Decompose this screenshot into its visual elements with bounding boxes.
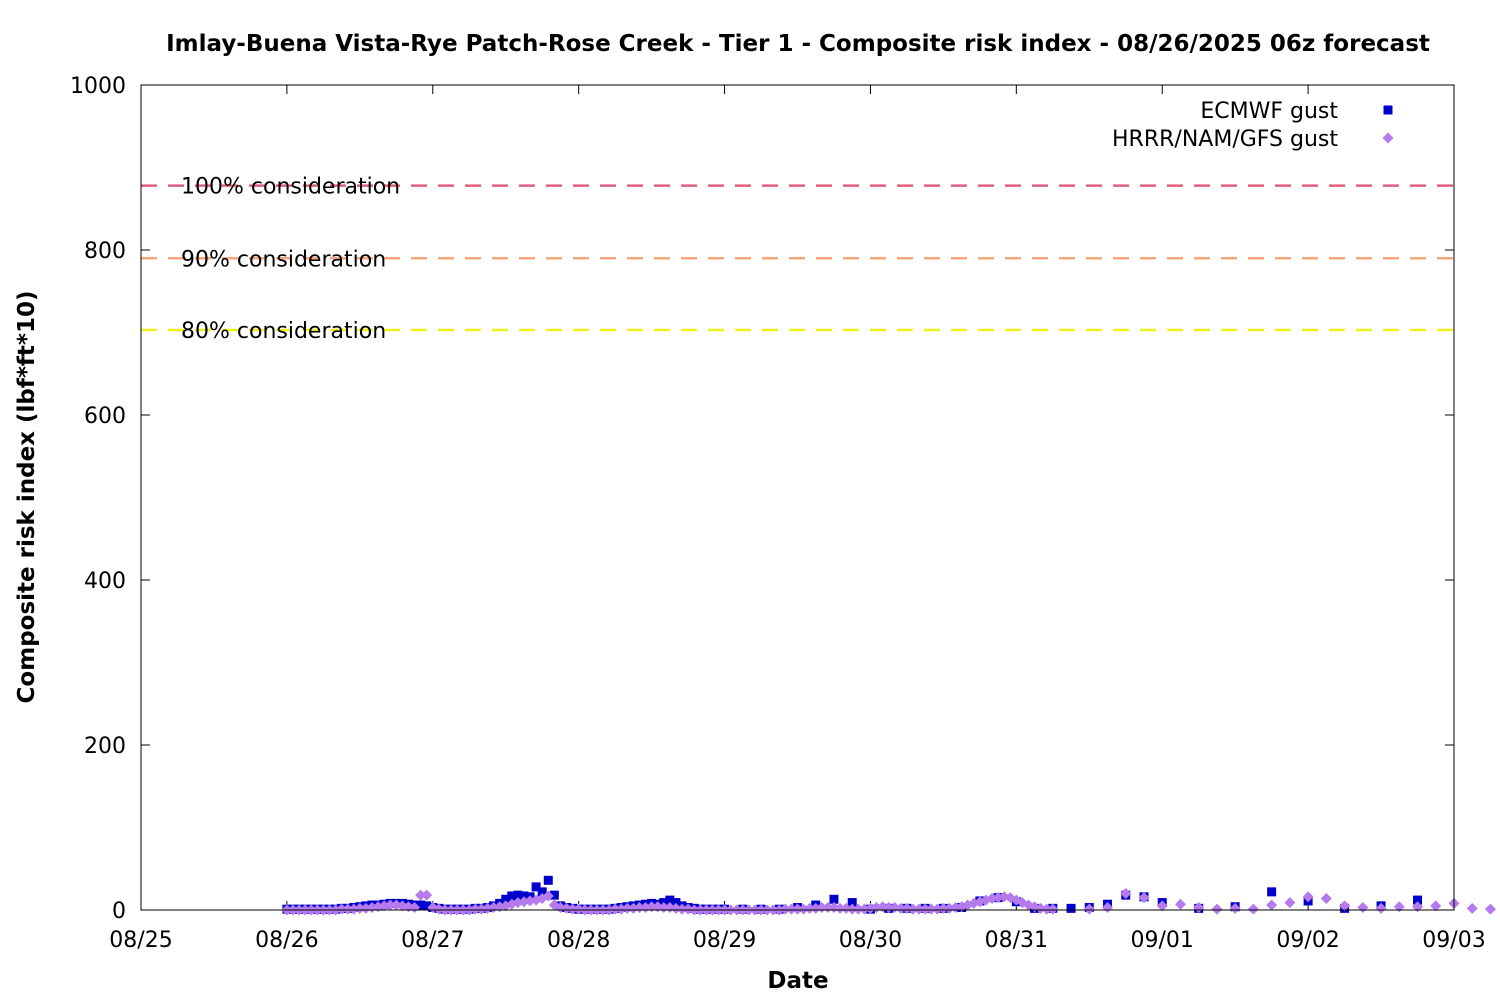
data-point (792, 903, 803, 915)
data-point (919, 903, 931, 915)
data-point (779, 903, 791, 915)
x-tick-label: 08/27 (401, 928, 464, 953)
data-point (1156, 900, 1168, 912)
data-point (907, 903, 919, 915)
data-point (1466, 902, 1478, 914)
y-tick-label: 200 (84, 734, 126, 759)
data-point (1267, 887, 1277, 897)
data-point (1120, 888, 1132, 899)
data-point (384, 899, 396, 911)
data-point (665, 895, 675, 905)
data-point (354, 902, 366, 914)
data-point (507, 891, 517, 901)
data-point (646, 901, 658, 913)
reference-line-label: 80% consideration (181, 319, 386, 344)
x-axis-label: Date (767, 968, 828, 994)
data-point (1047, 903, 1059, 915)
data-point (785, 903, 797, 915)
data-point (937, 902, 949, 914)
data-point (925, 903, 937, 915)
legend-label: HRRR/NAM/GFS gust (1112, 127, 1338, 152)
y-tick-label: 800 (84, 239, 126, 264)
data-point (1339, 900, 1351, 912)
data-point (1229, 902, 1241, 914)
plot-frame (140, 84, 1455, 911)
reference-lines (141, 184, 1454, 332)
x-tick-label: 09/02 (1276, 928, 1339, 953)
y-tick-label: 1000 (70, 74, 126, 99)
data-point (609, 903, 621, 915)
x-tick-label: 08/31 (985, 928, 1048, 953)
data-point (549, 890, 559, 900)
data-point (895, 902, 907, 914)
reference-line-label: 100% consideration (181, 175, 400, 200)
data-point (519, 891, 529, 901)
data-point (531, 882, 541, 892)
data-point (421, 889, 433, 901)
data-point (1247, 903, 1259, 915)
data-point (542, 890, 554, 902)
data-point (1174, 898, 1186, 910)
legend: ECMWF gust HRRR/NAM/GFS gust (1112, 99, 1394, 152)
y-axis-label: Composite risk index (lbf*ft*10) (14, 291, 40, 704)
data-point (501, 894, 511, 904)
data-point (1041, 903, 1053, 915)
legend-marker (1383, 105, 1393, 115)
data-point (1484, 903, 1496, 915)
data-point (1375, 902, 1387, 914)
reference-line-label: 90% consideration (181, 247, 386, 272)
y-tick-label: 400 (84, 569, 126, 594)
data-point (829, 894, 839, 904)
data-point (513, 890, 523, 900)
data-point (1412, 901, 1424, 913)
data-point (1066, 903, 1076, 913)
data-point (1284, 897, 1296, 909)
data-point (846, 903, 858, 915)
data-point (1430, 900, 1442, 912)
legend-marker (1382, 132, 1394, 144)
data-point (671, 898, 681, 908)
data-point (913, 903, 925, 915)
x-tick-label: 09/03 (1422, 928, 1485, 953)
data-point (852, 903, 864, 915)
x-tick-label: 08/28 (547, 928, 610, 953)
data-point (676, 903, 688, 915)
data-point (537, 887, 547, 897)
data-point (1138, 892, 1150, 904)
data-point (834, 902, 846, 914)
data-point (567, 903, 579, 915)
data-point (422, 901, 432, 911)
tick-labels: 08/25 08/26 08/27 08/28 08/29 08/30 08/31 09/01… (70, 74, 1486, 953)
data-point (415, 889, 427, 901)
data-point (1393, 901, 1405, 913)
data-point (621, 902, 633, 914)
x-tick-label: 09/01 (1131, 928, 1194, 953)
data-point (804, 902, 816, 914)
data-point (1266, 899, 1278, 911)
data-point (416, 900, 426, 910)
data-point (543, 875, 553, 885)
data-point (1320, 892, 1332, 904)
x-tick-label: 08/26 (255, 928, 318, 953)
x-tick-label: 08/25 (109, 928, 172, 953)
data-point (469, 903, 481, 915)
data-point (1302, 891, 1314, 903)
data-point (1413, 895, 1423, 905)
chart-title: Imlay-Buena Vista-Rye Patch-Rose Creek -… (166, 31, 1430, 57)
data-point (1083, 903, 1095, 915)
data-point (1211, 903, 1223, 915)
data-point (847, 898, 857, 908)
reference-labels: 100% consideration 90% consideration 80% c… (181, 175, 400, 344)
y-tick-label: 0 (112, 899, 126, 924)
data-point (336, 903, 348, 915)
data-point (342, 903, 354, 915)
y-tick-label: 600 (84, 404, 126, 429)
legend-label: ECMWF gust (1200, 99, 1338, 124)
x-tick-label: 08/30 (839, 928, 902, 953)
x-tick-label: 08/29 (693, 928, 756, 953)
